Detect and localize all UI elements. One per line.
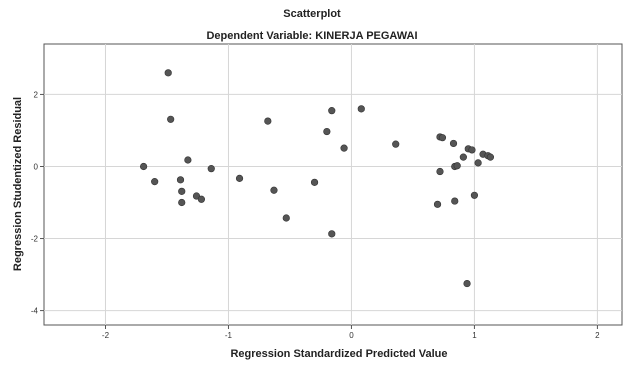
scatter-point xyxy=(151,178,159,186)
scatter-point xyxy=(192,192,201,200)
scatter-point xyxy=(197,195,206,203)
scatter-point xyxy=(323,127,331,136)
y-tick-label: 2 xyxy=(34,90,39,99)
scatter-point xyxy=(178,198,186,207)
x-tick-label: -2 xyxy=(102,331,110,340)
scatter-point xyxy=(453,162,461,170)
scatter-point xyxy=(167,115,175,123)
scatter-point xyxy=(176,176,185,184)
scatter-point xyxy=(459,153,467,161)
scatter-point xyxy=(470,191,479,199)
scatter-point xyxy=(207,165,215,173)
scatter-point xyxy=(438,134,447,142)
chart-title: Scatterplot xyxy=(283,8,341,20)
scatter-point xyxy=(392,140,400,148)
scatter-point xyxy=(328,107,336,115)
scatter-point xyxy=(178,187,186,195)
x-axis-title: Regression Standardized Predicted Value xyxy=(230,348,447,360)
y-tick-label: 0 xyxy=(34,162,39,171)
scatter-point xyxy=(486,153,495,161)
scatter-point xyxy=(310,178,319,186)
scatter-point xyxy=(282,214,290,222)
scatter-point xyxy=(235,174,244,182)
x-tick-label: -1 xyxy=(225,331,233,340)
scatter-point xyxy=(328,230,336,238)
plot-area xyxy=(43,43,623,326)
scatter-point xyxy=(184,156,192,164)
y-tick-label: -2 xyxy=(31,235,39,244)
scatter-point xyxy=(357,105,365,113)
scatter-point xyxy=(463,279,471,288)
scatter-point xyxy=(451,197,459,205)
y-axis-title: Regression Studentized Residual xyxy=(12,97,24,271)
x-tick-label: 2 xyxy=(595,331,600,340)
x-tick-label: 0 xyxy=(349,331,354,340)
y-tick-label: -4 xyxy=(31,307,39,316)
x-tick-label: 1 xyxy=(472,331,477,340)
scatter-point xyxy=(340,144,348,152)
scatter-point xyxy=(433,200,442,208)
scatter-point xyxy=(468,146,476,154)
chart-subtitle: Dependent Variable: KINERJA PEGAWAI xyxy=(206,30,418,42)
scatter-point xyxy=(436,167,444,176)
scatter-point xyxy=(474,159,482,167)
scatter-point xyxy=(449,139,458,148)
scatter-point xyxy=(264,117,272,125)
scatter-point xyxy=(164,69,172,77)
scatter-point xyxy=(140,162,148,171)
scatter-point xyxy=(270,186,278,194)
